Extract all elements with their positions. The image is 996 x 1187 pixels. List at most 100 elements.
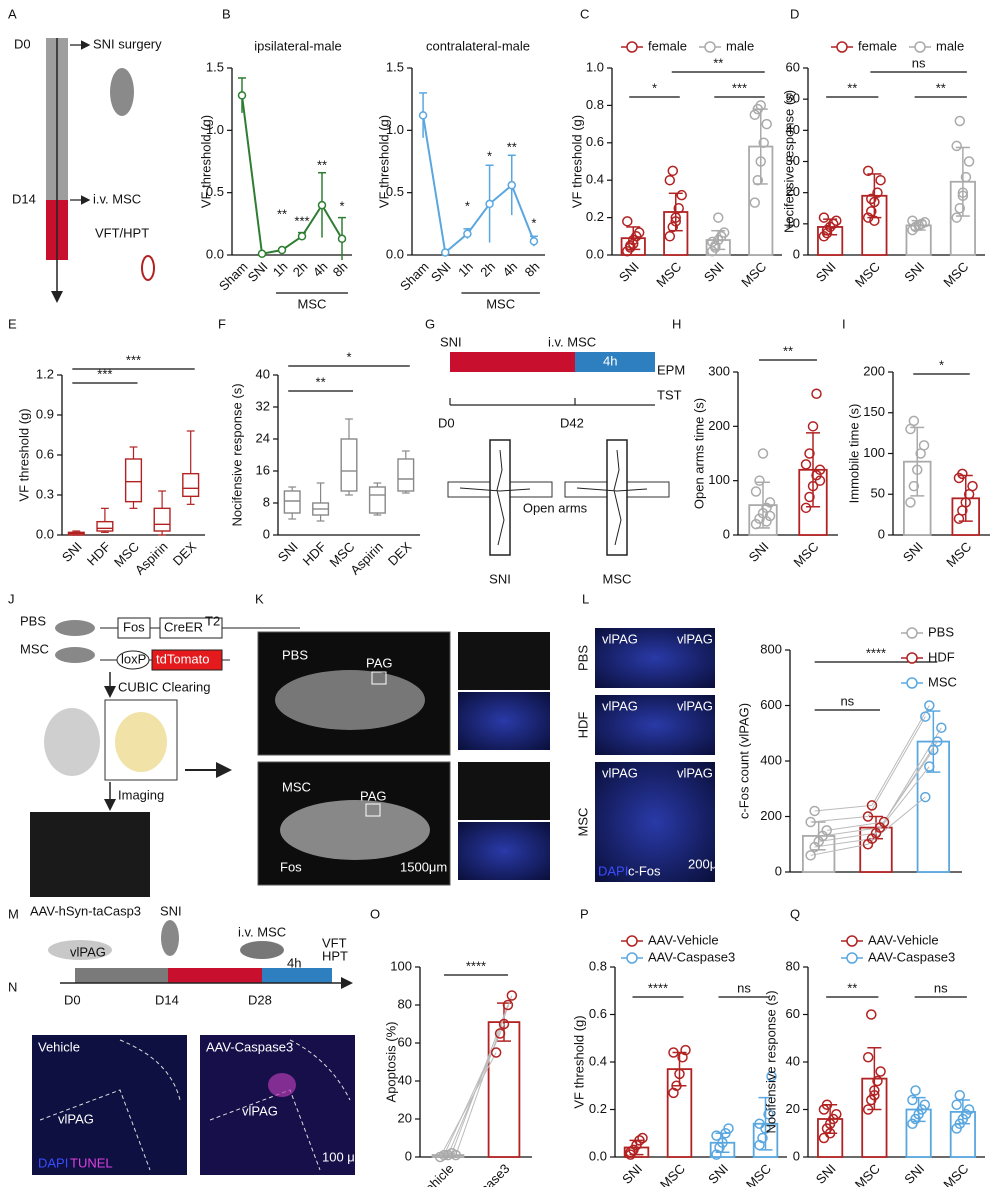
annotation: ***: [294, 213, 309, 228]
zoom-image: [458, 762, 550, 820]
y-tick-label: 150: [863, 404, 885, 419]
label: TUNEL: [70, 1155, 113, 1170]
legend-marker: [906, 652, 918, 664]
y-tick-label: 1.5: [386, 59, 404, 74]
point: [625, 1149, 636, 1160]
label: vlPAG: [602, 765, 638, 780]
label: Fos: [123, 619, 145, 634]
legend-label: AAV-Caspase3: [868, 949, 955, 964]
y-axis-label: Nocifensive response (s): [229, 383, 244, 526]
legend-marker: [906, 677, 918, 689]
point: [918, 440, 930, 451]
x-tick-label: HDF: [300, 539, 330, 569]
point: [317, 200, 327, 210]
label: MSC: [575, 808, 590, 837]
point: [824, 1128, 836, 1139]
y-tick-label: 10: [786, 215, 800, 230]
y-tick-label: 100: [863, 445, 885, 460]
y-tick-label: 0: [793, 246, 800, 261]
panel-letter: K: [255, 591, 264, 606]
annotation: **: [316, 374, 326, 389]
box: [283, 490, 301, 514]
point: [673, 203, 684, 214]
annotation: ***: [732, 80, 747, 95]
y-tick-label: 800: [760, 641, 782, 656]
point: [827, 218, 839, 230]
point: [441, 248, 450, 257]
point: [717, 1137, 728, 1148]
x-tick-label: MSC: [738, 259, 769, 290]
x-tick-label: SNI: [616, 259, 642, 285]
annotation: *: [652, 80, 657, 95]
y-tick-label: 0.6: [36, 446, 54, 461]
x-tick-label: MSC: [852, 259, 883, 290]
legend-marker: [836, 41, 848, 53]
label: MSC: [603, 571, 632, 586]
mouse-icon: [110, 68, 134, 116]
timeline-blue: [262, 968, 332, 983]
y-tick-label: 0.0: [206, 246, 224, 261]
x-tick-label: SNI: [275, 539, 301, 565]
y-axis-label: VF threshold (g): [571, 1015, 586, 1108]
y-axis-label: Open arms time (s): [691, 398, 706, 509]
point: [297, 232, 307, 241]
y-tick-label: 1.0: [206, 122, 224, 137]
legend-marker: [626, 935, 638, 947]
label: vlPAG: [602, 631, 638, 646]
label: D28: [248, 992, 272, 1007]
x-tick-label: SNI: [901, 1161, 927, 1187]
point: [831, 1109, 842, 1120]
micrograph: [32, 1035, 187, 1175]
y-axis-label: VF threshold (g): [198, 115, 213, 208]
y-tick-label: 0.4: [586, 172, 604, 187]
annotation: *: [487, 148, 492, 163]
legend-marker: [906, 627, 918, 639]
chart-title: contralateral-male: [426, 38, 530, 53]
label: vlPAG: [677, 631, 713, 646]
annotation: *: [531, 215, 536, 230]
loxp-box: [116, 650, 150, 670]
y-tick-label: 20: [786, 184, 800, 199]
y-axis-label: Nocifensive response (s): [763, 990, 778, 1133]
label: SNI surgery: [93, 36, 162, 51]
point: [905, 497, 916, 508]
point: [237, 91, 247, 100]
point: [755, 156, 766, 167]
label: vlPAG: [677, 698, 713, 713]
point: [749, 109, 761, 120]
legend-label: male: [936, 38, 964, 53]
roi-box: [371, 671, 387, 685]
y-tick-label: 1.0: [586, 59, 604, 74]
legend-marker: [626, 41, 638, 53]
point: [805, 850, 816, 861]
annotation: **: [936, 80, 946, 95]
point: [750, 486, 762, 497]
point: [869, 1085, 880, 1096]
x-tick-label: MSC: [940, 259, 971, 290]
point: [754, 513, 765, 524]
point: [862, 811, 874, 822]
y-tick-label: 100: [390, 958, 412, 973]
x-tick-label: MSC: [940, 1161, 971, 1187]
label: D14: [12, 191, 36, 206]
timeline-red: [168, 968, 262, 983]
y-tick-label: 400: [760, 752, 782, 767]
roi-box: [365, 803, 381, 817]
x-tick-label: SNI: [701, 259, 727, 285]
x-tick-label: SNI: [900, 539, 926, 565]
legend-label: AAV-Vehicle: [868, 932, 939, 947]
track: [576, 449, 648, 546]
point: [924, 761, 935, 772]
x-tick-label: 2h: [477, 259, 498, 280]
point: [951, 212, 962, 223]
annotation: ***: [126, 352, 141, 367]
point: [507, 180, 516, 190]
label: MSC: [282, 779, 311, 794]
label: DAPI: [598, 863, 628, 878]
zoom-image: [458, 632, 550, 690]
point: [869, 215, 880, 226]
y-tick-label: 16: [256, 462, 270, 477]
y-axis-label: VF threshold (g): [16, 408, 31, 501]
point: [671, 1080, 682, 1091]
point: [954, 203, 966, 214]
